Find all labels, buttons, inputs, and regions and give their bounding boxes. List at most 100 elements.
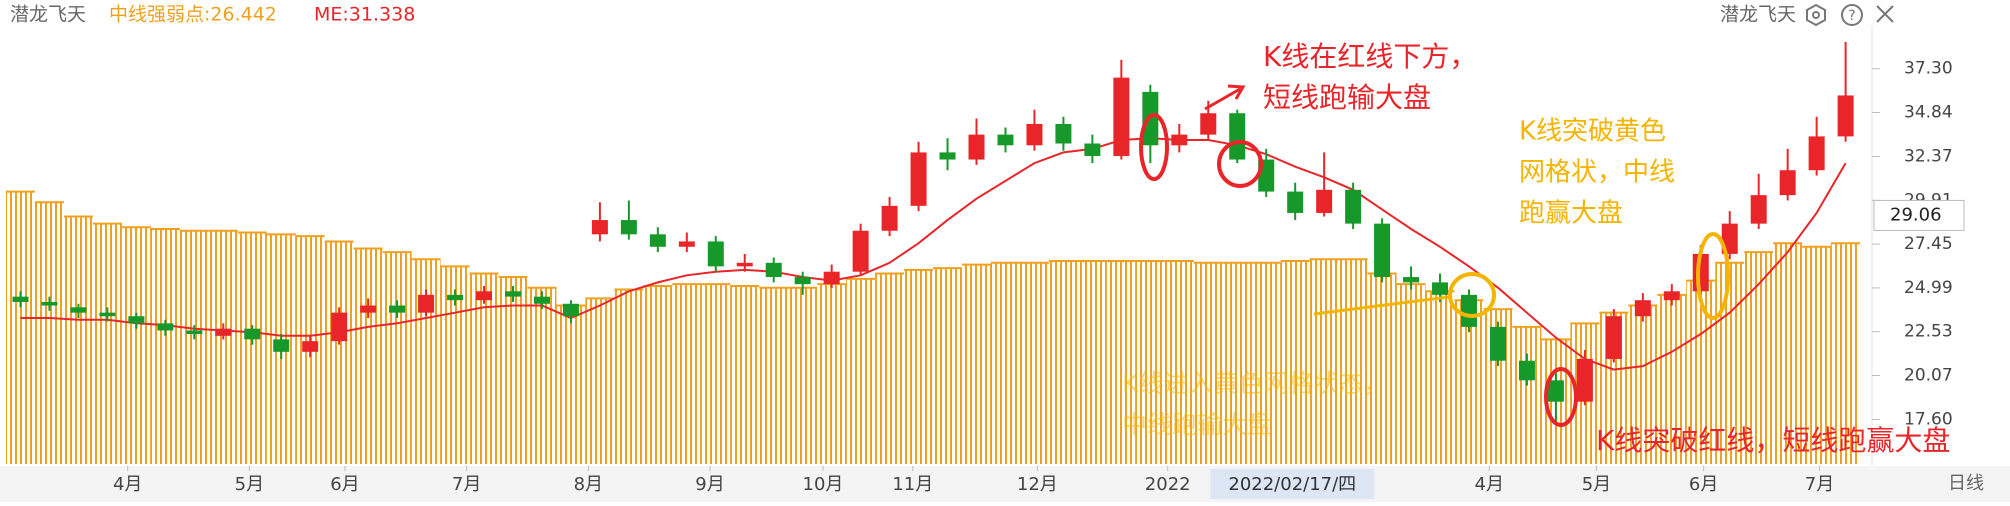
candle-body [765,262,782,278]
band-bar [6,191,35,464]
band-bar [1251,262,1281,464]
band-bar [1396,284,1426,464]
band-bar [353,248,383,464]
arrow [1313,295,1450,316]
x-tick-label: 5月 [235,474,264,495]
band-bar [817,284,847,464]
band-bar [614,289,644,464]
band-bar [527,287,557,464]
candle-body [1026,123,1043,146]
cursor-label: 2022/02/17/四 [1228,474,1356,495]
band-bar [585,298,615,464]
y-tick-label: 27.45 [1904,234,1953,254]
band-bar [1309,259,1339,464]
candle-body [1200,113,1217,135]
candle-body [1489,326,1506,361]
candle-body [562,303,579,317]
cursor-box [1210,469,1375,499]
svg-text:?: ? [1848,8,1855,24]
band-bar [1164,261,1194,464]
right-name: 潜龙飞天 [1720,4,1796,26]
candle-body [1605,316,1622,359]
y-tick-label: 17.60 [1904,409,1953,429]
candle-body [678,241,695,247]
annotation: K线在红线下方， [1263,40,1477,73]
candle-body [939,152,956,160]
arrow [1204,84,1246,111]
band-bar [208,230,238,464]
band-bar [34,202,64,464]
band-bar [1802,246,1832,464]
candle-body [620,220,637,235]
highlight-ring [1217,140,1263,188]
last-price: 29.06 [1890,204,1942,225]
candle-body [273,339,290,352]
me-indicator: ME:31.338 [314,4,415,26]
band-bar [1715,262,1745,464]
annotation: 跑赢大盘 [1519,199,1623,229]
x-tick-label: 11月 [892,474,933,495]
band-bar [1425,291,1455,464]
band-bar [1222,262,1252,464]
band-bar [179,230,209,464]
x-tick-label: 6月 [1689,474,1718,495]
candle-body [1374,223,1391,278]
candle-body [794,277,811,285]
band-bar [730,285,760,464]
candle-body [476,291,493,301]
candle-body [881,205,898,231]
toolbar-icons[interactable]: ? [1806,3,1894,27]
y-tick-label: 22.53 [1904,322,1953,342]
candle-body [852,230,869,272]
plot-area [6,42,1861,464]
candle-body [1779,170,1796,196]
candle-body [12,296,29,302]
band-bar [933,268,963,464]
annotation: 中线跑输大盘 [1122,410,1272,439]
candle-body [1403,277,1420,283]
y-tick-label: 37.30 [1904,59,1953,79]
candle-body [215,328,232,336]
period-label[interactable]: 日线 [1948,473,1984,494]
x-tick-label: 7月 [1805,474,1834,495]
band-bar [875,273,905,464]
candle-body [968,134,985,160]
candle-body [1663,291,1680,301]
mid-indicator: 中线强弱点:26.442 [109,4,277,26]
band-bar [469,273,499,464]
band-bar [382,252,412,464]
band-bar [1686,280,1716,464]
x-tick-label: 8月 [574,474,603,495]
y-tick-label: 24.99 [1904,278,1953,298]
band-bar [1019,262,1049,464]
band-bar [1773,243,1803,464]
candle-body [41,301,58,306]
ma-line [20,137,1847,371]
x-tick-label: 12月 [1017,474,1058,495]
candle-body [1287,191,1304,213]
band-bar [1106,261,1136,464]
candle-body [99,312,116,317]
highlight-ring [1696,232,1730,320]
candle-body [186,330,203,335]
x-tick-label: 6月 [330,474,359,495]
candle-body [736,262,753,267]
candle-body [389,305,406,313]
annotation: 网格状，中线 [1519,158,1675,188]
candle-body [331,312,348,342]
band-bar [788,287,818,464]
highlight-ring [1544,367,1578,427]
band-bar [498,277,528,464]
band-bar [1193,262,1223,464]
y-tick-label: 20.07 [1904,366,1953,386]
x-tick-label: 9月 [695,474,724,495]
x-tick-label: 5月 [1582,474,1611,495]
band-bar [1338,259,1368,464]
candle-body [997,134,1014,146]
candle-body [1576,358,1593,402]
y-tick-label: 32.37 [1904,147,1953,167]
candle-body [504,291,521,297]
candle-body [1055,123,1072,144]
candle-body [128,316,145,324]
